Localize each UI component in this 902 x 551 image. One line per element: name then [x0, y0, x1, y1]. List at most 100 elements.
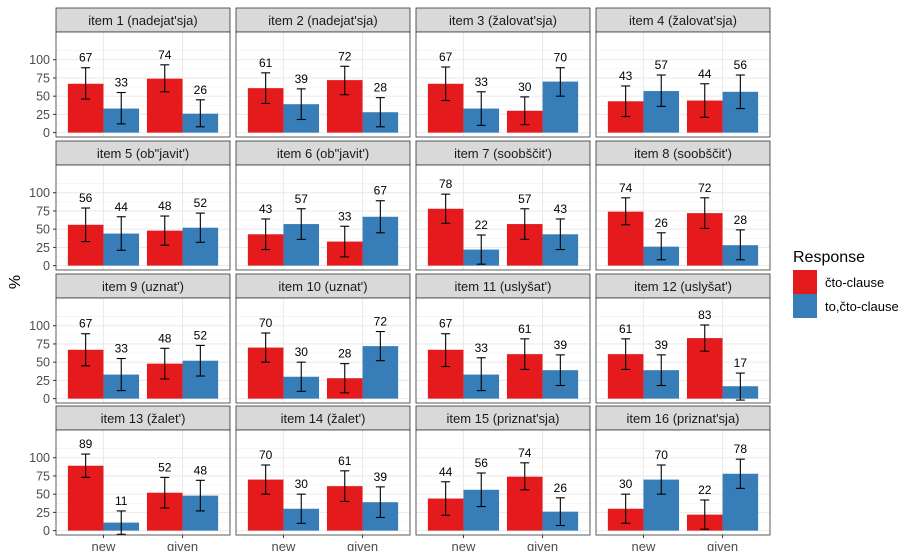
error-bar — [160, 215, 170, 246]
facet-panel: item 1 (nadejat'sja) 67 33 74 26 0 25 50 75 100 — [29, 7, 231, 140]
facet-strip — [595, 7, 771, 33]
panel-border — [415, 429, 591, 536]
panel-border — [235, 429, 411, 536]
facet-title: item 12 (uslyšat') — [634, 279, 732, 294]
y-tick-label: 25 — [36, 108, 50, 122]
error-bar — [700, 324, 710, 352]
facet-strip — [235, 7, 411, 33]
data-label: 67 — [439, 317, 453, 331]
error-bar — [116, 216, 126, 251]
y-tick-label: 0 — [43, 524, 50, 538]
y-tick-label: 100 — [29, 186, 50, 200]
data-label: 52 — [158, 460, 172, 474]
facet-title: item 6 (ob"javit') — [277, 146, 369, 161]
error-bar — [375, 200, 385, 234]
legend-key-series-2 — [793, 294, 817, 318]
legend-key-series-1 — [793, 270, 817, 294]
panel-border — [415, 164, 591, 271]
data-label: 33 — [115, 342, 129, 356]
facet-panel: item 8 (soobščit') 74 26 72 28 — [595, 140, 771, 271]
panel-border — [595, 297, 771, 404]
error-bar — [261, 464, 271, 495]
data-label: 43 — [259, 202, 273, 216]
panel-border — [595, 429, 771, 536]
error-bar — [116, 510, 126, 535]
error-bar — [81, 453, 91, 478]
panel-border — [415, 31, 591, 138]
facet-strip — [235, 405, 411, 431]
data-label: 44 — [439, 465, 453, 479]
data-label: 30 — [295, 477, 309, 491]
error-bar — [441, 66, 451, 102]
error-bar — [476, 472, 486, 508]
data-label: 39 — [554, 338, 568, 352]
error-bar — [735, 458, 745, 489]
facet-strip — [415, 7, 591, 33]
facet-panel: item 10 (uznat') 70 30 28 72 — [235, 273, 411, 404]
facet-panel: item 15 (priznat'sja) 44 56 74 26 new given — [415, 405, 591, 551]
data-label: 28 — [374, 81, 388, 95]
data-label: 17 — [734, 356, 748, 370]
facet-title: item 2 (nadejat'sja) — [268, 13, 377, 28]
legend-title: Response — [793, 249, 865, 266]
data-label: 33 — [115, 76, 129, 90]
panel-border — [595, 164, 771, 271]
facet-title: item 9 (uznat') — [102, 279, 184, 294]
y-tick-label: 0 — [43, 392, 50, 406]
facet-title: item 15 (priznat'sja) — [446, 411, 559, 426]
error-bar — [555, 67, 565, 97]
y-tick-label: 25 — [36, 374, 50, 388]
x-tick-label: given — [527, 539, 558, 551]
panel-border — [55, 164, 231, 271]
error-bar — [340, 363, 350, 394]
data-label: 28 — [338, 347, 352, 361]
y-tick-label: 0 — [43, 259, 50, 273]
x-tick-label: new — [272, 539, 296, 551]
data-label: 52 — [194, 196, 208, 210]
y-tick-label: 75 — [36, 71, 50, 85]
facet-title: item 14 (žalet') — [281, 411, 366, 426]
x-tick-label: given — [707, 539, 738, 551]
error-bar — [116, 357, 126, 392]
data-label: 28 — [734, 213, 748, 227]
data-label: 74 — [158, 48, 172, 62]
data-label: 48 — [158, 199, 172, 213]
facet-panel: item 16 (priznat'sja) 30 70 22 78 new given — [595, 405, 771, 551]
facet-title: item 1 (nadejat'sja) — [88, 13, 197, 28]
data-label: 26 — [655, 216, 669, 230]
panel-border — [235, 297, 411, 404]
facet-title: item 4 (žalovat'sja) — [629, 13, 737, 28]
data-label: 78 — [734, 442, 748, 456]
error-bar — [340, 65, 350, 96]
error-bar — [340, 470, 350, 503]
facet-strip — [235, 140, 411, 166]
facet-strip — [55, 140, 231, 166]
error-bar — [656, 74, 666, 107]
error-bar — [520, 208, 530, 240]
facet-strip — [415, 405, 591, 431]
error-bar — [621, 493, 631, 524]
panels: item 1 (nadejat'sja) 67 33 74 26 0 25 50 75 100 it… — [29, 7, 771, 551]
data-label: 30 — [619, 477, 633, 491]
y-tick-label: 50 — [36, 90, 50, 104]
error-bar — [261, 72, 271, 105]
facet-panel: item 5 (ob"javit') 56 44 48 52 0 25 50 75 100 — [29, 140, 231, 273]
legend-label-series-1: čto-clause — [825, 275, 884, 290]
panel-border — [55, 31, 231, 138]
data-label: 33 — [338, 209, 352, 223]
facet-strip — [55, 273, 231, 299]
data-label: 70 — [554, 51, 568, 65]
error-bar — [555, 497, 565, 527]
facet-strip — [55, 405, 231, 431]
error-bar — [700, 197, 710, 229]
data-label: 26 — [194, 83, 208, 97]
facet-panel: item 14 (žalet') 70 30 61 39 new given — [235, 405, 411, 551]
data-label: 83 — [698, 308, 712, 322]
data-label: 22 — [475, 218, 489, 232]
data-label: 39 — [655, 338, 669, 352]
error-bar — [441, 193, 451, 224]
error-bar — [656, 464, 666, 495]
error-bar — [700, 499, 710, 530]
error-bar — [261, 332, 271, 363]
y-tick-label: 75 — [36, 337, 50, 351]
